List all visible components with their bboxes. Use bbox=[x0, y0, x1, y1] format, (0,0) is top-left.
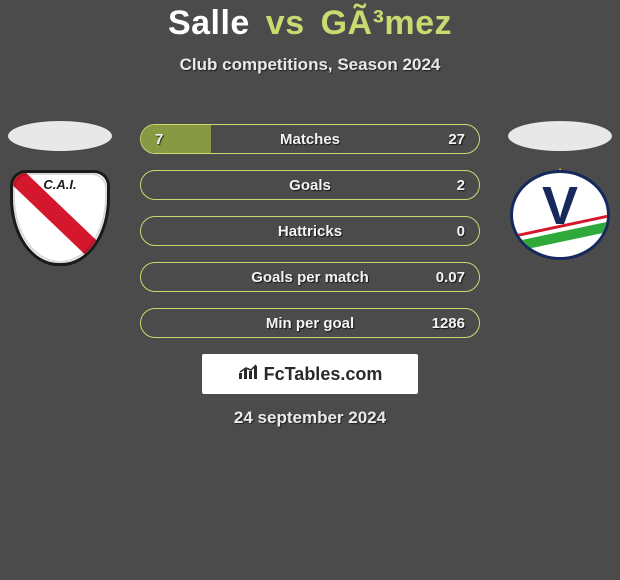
player-left-silhouette bbox=[5, 118, 115, 154]
player-right-crest: ★ V bbox=[510, 170, 610, 270]
crest-stripe bbox=[13, 173, 107, 263]
stat-bar: Goals per match 0.07 bbox=[140, 262, 480, 292]
stat-label: Matches bbox=[280, 131, 340, 148]
title-player1: Salle bbox=[168, 4, 250, 42]
stat-right-value: 0 bbox=[457, 217, 465, 245]
stat-bar: Hattricks 0 bbox=[140, 216, 480, 246]
stat-label: Min per goal bbox=[266, 315, 354, 332]
title-vs: vs bbox=[266, 4, 305, 42]
stat-label: Goals per match bbox=[251, 269, 369, 286]
subtitle: Club competitions, Season 2024 bbox=[0, 55, 620, 75]
stat-label: Goals bbox=[289, 177, 331, 194]
stat-bar: Goals 2 bbox=[140, 170, 480, 200]
crest-independiente: C.A.I. bbox=[10, 170, 110, 266]
date-label: 24 september 2024 bbox=[0, 408, 620, 428]
crest-velez: V bbox=[510, 170, 610, 260]
stat-left-value: 7 bbox=[155, 125, 163, 153]
player-right: ★ V bbox=[500, 118, 620, 270]
stat-right-value: 0.07 bbox=[436, 263, 465, 291]
stat-bars: 7 Matches 27 Goals 2 Hattricks 0 Goals per matc… bbox=[140, 124, 480, 354]
title-player2: GÃ³mez bbox=[321, 4, 452, 42]
stat-right-value: 1286 bbox=[432, 309, 465, 337]
page-title: Salle vs GÃ³mez bbox=[0, 4, 620, 43]
stat-bar: Min per goal 1286 bbox=[140, 308, 480, 338]
site-logo: FcTables.com bbox=[202, 354, 418, 394]
crest-text: C.A.I. bbox=[13, 177, 107, 192]
site-logo-text: FcTables.com bbox=[264, 364, 383, 385]
stat-bar-fill bbox=[141, 125, 211, 153]
stat-bar: 7 Matches 27 bbox=[140, 124, 480, 154]
player-right-silhouette bbox=[505, 118, 615, 154]
comparison-card: Salle vs GÃ³mez Club competitions, Seaso… bbox=[0, 0, 620, 580]
player-left: C.A.I. bbox=[0, 118, 120, 270]
bar-chart-icon bbox=[238, 364, 258, 385]
stat-right-value: 27 bbox=[448, 125, 465, 153]
stat-label: Hattricks bbox=[278, 223, 342, 240]
player-left-crest: C.A.I. bbox=[10, 170, 110, 270]
stat-right-value: 2 bbox=[457, 171, 465, 199]
